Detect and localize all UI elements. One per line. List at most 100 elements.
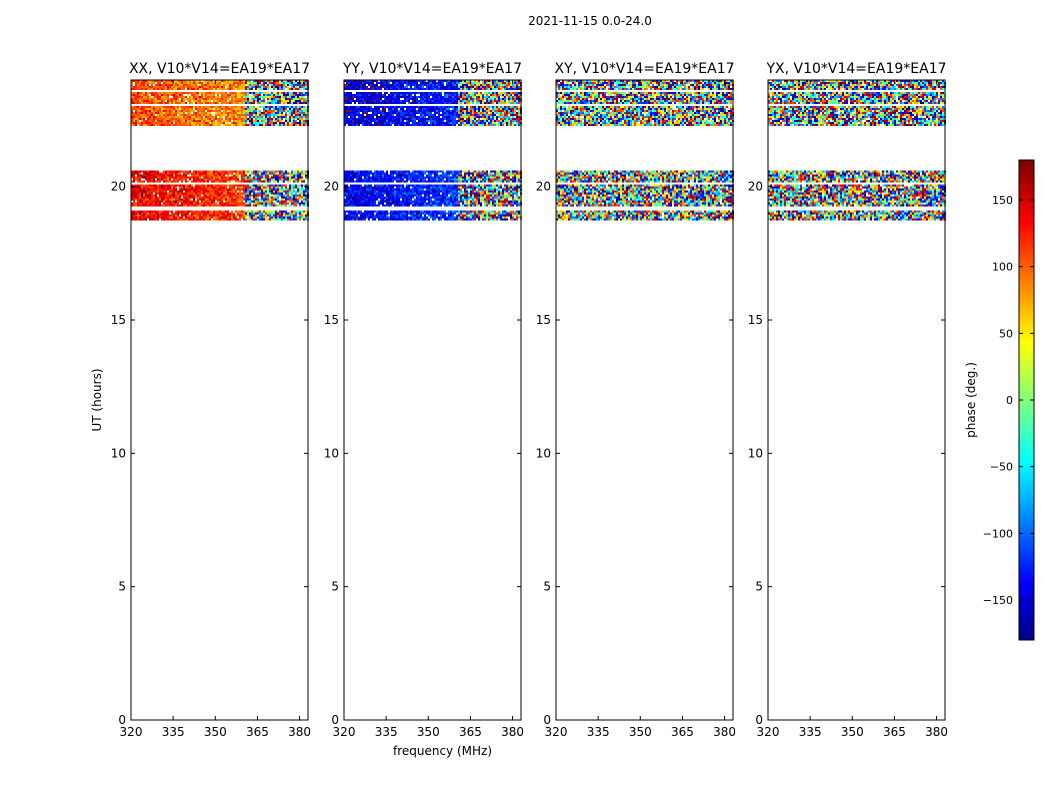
- colorbar-segment: [1019, 472, 1034, 477]
- colorbar-segment: [1019, 404, 1034, 409]
- x-tick-label: 380: [925, 725, 948, 739]
- colorbar-segment: [1019, 276, 1034, 281]
- colorbar-segment: [1019, 236, 1034, 241]
- colorbar-segment: [1019, 192, 1034, 197]
- colorbar-segment: [1019, 220, 1034, 225]
- x-tick-label: 350: [629, 725, 652, 739]
- colorbar-segment: [1019, 556, 1034, 561]
- y-tick-label: 0: [118, 713, 126, 727]
- colorbar-segment: [1019, 388, 1034, 393]
- y-tick-label: 0: [755, 713, 763, 727]
- colorbar-segment: [1019, 500, 1034, 505]
- subplot-yy: 320 335 350 365 380 0 5 10 15 20 YY, V10*V14=EA19*…: [324, 61, 524, 758]
- colorbar-segment: [1019, 304, 1034, 309]
- colorbar-segment: [1019, 588, 1034, 593]
- colorbar-segment: [1019, 596, 1034, 601]
- colorbar-segment: [1019, 504, 1034, 509]
- colorbar-segment: [1019, 452, 1034, 457]
- colorbar-segment: [1019, 612, 1034, 617]
- heatmap-image: [556, 80, 734, 221]
- y-tick-label: 15: [324, 313, 339, 327]
- colorbar-segment: [1019, 272, 1034, 277]
- colorbar-segment: [1019, 456, 1034, 461]
- colorbar-tick-label: 0: [1006, 394, 1013, 407]
- colorbar-segment: [1019, 164, 1034, 169]
- colorbar-segment: [1019, 624, 1034, 629]
- subplot-xx: 320 335 350 365 380 0 5 10 15 20 XX, V10*V14=EA19*…: [90, 61, 311, 739]
- y-tick-label: 20: [536, 180, 551, 194]
- colorbar-segment: [1019, 188, 1034, 193]
- colorbar-segment: [1019, 244, 1034, 249]
- colorbar-segment: [1019, 284, 1034, 289]
- x-tick-label: 320: [757, 725, 780, 739]
- y-tick-label: 10: [536, 446, 551, 460]
- colorbar-segment: [1019, 384, 1034, 389]
- x-tick-label: 380: [288, 725, 311, 739]
- colorbar-tick-label: 100: [992, 261, 1013, 274]
- y-tick-label: 5: [331, 580, 339, 594]
- y-tick-label: 5: [543, 580, 551, 594]
- colorbar-segment: [1019, 260, 1034, 265]
- x-tick-label: 335: [375, 725, 398, 739]
- colorbar-segment: [1019, 200, 1034, 205]
- colorbar-segment: [1019, 296, 1034, 301]
- colorbar-segment: [1019, 600, 1034, 605]
- colorbar-segment: [1019, 292, 1034, 297]
- colorbar-segment: [1019, 280, 1034, 285]
- colorbar-segment: [1019, 264, 1034, 269]
- colorbar-segment: [1019, 312, 1034, 317]
- colorbar-segment: [1019, 576, 1034, 581]
- colorbar-segment: [1019, 256, 1034, 261]
- colorbar-segment: [1019, 324, 1034, 329]
- y-tick-label: 20: [748, 180, 763, 194]
- colorbar-segment: [1019, 416, 1034, 421]
- x-tick-label: 365: [459, 725, 482, 739]
- colorbar-segment: [1019, 524, 1034, 529]
- colorbar-segment: [1019, 392, 1034, 397]
- colorbar-segment: [1019, 228, 1034, 233]
- colorbar-segment: [1019, 636, 1034, 641]
- colorbar-segment: [1019, 544, 1034, 549]
- colorbar-segment: [1019, 540, 1034, 545]
- colorbar-segment: [1019, 160, 1034, 165]
- colorbar-segment: [1019, 288, 1034, 293]
- x-tick-label: 365: [246, 725, 269, 739]
- colorbar-segment: [1019, 316, 1034, 321]
- y-tick-label: 10: [324, 446, 339, 460]
- colorbar-segment: [1019, 412, 1034, 417]
- subplot-xy: 320 335 350 365 380 0 5 10 15 20 XY, V10*V14=EA19*…: [536, 61, 736, 739]
- colorbar-label: phase (deg.): [964, 362, 978, 438]
- colorbar-segment: [1019, 212, 1034, 217]
- y-axis-label: UT (hours): [90, 368, 104, 431]
- colorbar-segment: [1019, 300, 1034, 305]
- figure-suptitle: 2021-11-15 0.0-24.0: [528, 14, 652, 28]
- colorbar-tick-label: 150: [992, 194, 1013, 207]
- colorbar-segment: [1019, 372, 1034, 377]
- colorbar-segment: [1019, 356, 1034, 361]
- x-tick-label: 350: [204, 725, 227, 739]
- colorbar-segment: [1019, 628, 1034, 633]
- colorbar-segment: [1019, 592, 1034, 597]
- colorbar-segment: [1019, 516, 1034, 521]
- colorbar-segment: [1019, 508, 1034, 513]
- colorbar-segment: [1019, 448, 1034, 453]
- colorbar-segment: [1019, 572, 1034, 577]
- colorbar-segment: [1019, 336, 1034, 341]
- colorbar-segment: [1019, 352, 1034, 357]
- colorbar-tick-label: −100: [983, 527, 1013, 540]
- subplot-title: YX, V10*V14=EA19*EA17: [765, 61, 946, 77]
- colorbar-segment: [1019, 552, 1034, 557]
- y-tick-label: 10: [111, 446, 126, 460]
- colorbar-segment: [1019, 196, 1034, 201]
- colorbar-segment: [1019, 428, 1034, 433]
- y-tick-label: 5: [118, 580, 126, 594]
- colorbar-segment: [1019, 620, 1034, 625]
- colorbar-segment: [1019, 580, 1034, 585]
- y-tick-label: 10: [748, 446, 763, 460]
- colorbar-segment: [1019, 208, 1034, 213]
- x-tick-label: 350: [841, 725, 864, 739]
- colorbar-segment: [1019, 476, 1034, 481]
- colorbar-segment: [1019, 536, 1034, 541]
- y-tick-label: 0: [543, 713, 551, 727]
- colorbar-segment: [1019, 376, 1034, 381]
